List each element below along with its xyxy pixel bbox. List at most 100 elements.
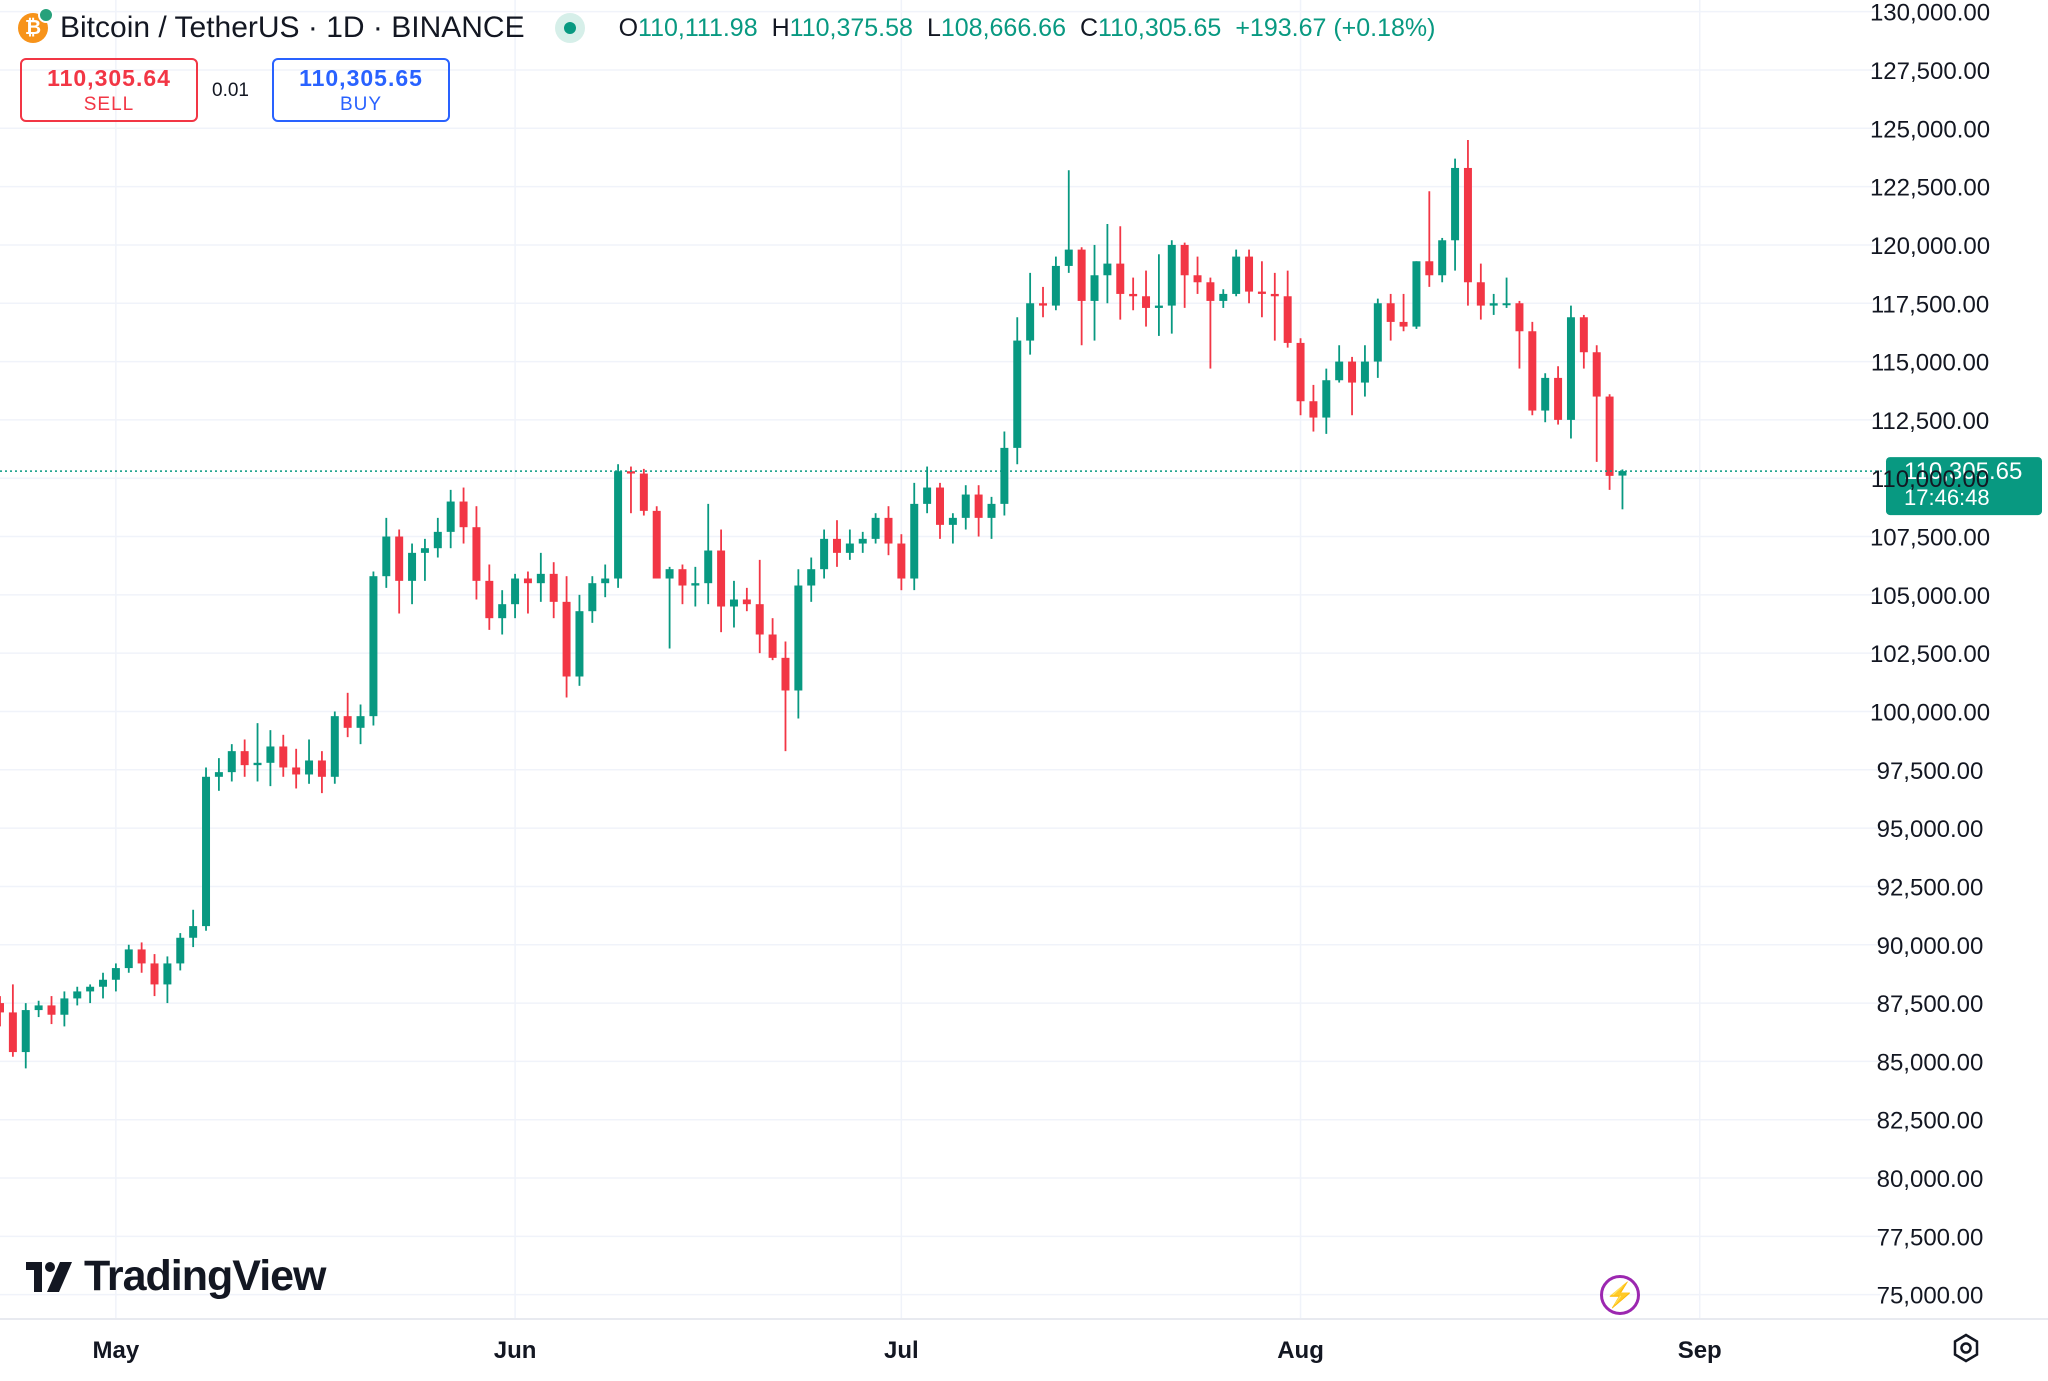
candle-body — [820, 538, 829, 570]
candle-up — [1322, 368, 1331, 434]
candle-body — [1129, 293, 1138, 297]
price-tick-label: 97,500.00 — [1877, 758, 1984, 785]
candle-body — [240, 751, 249, 766]
candle-up — [704, 503, 713, 605]
price-tick-label: 110,000.00 — [1871, 466, 1989, 493]
candle-body — [1000, 447, 1009, 504]
candle-up — [382, 517, 391, 588]
candle-up — [1219, 289, 1228, 308]
candle-body — [1051, 265, 1060, 306]
candle-down — [1129, 277, 1138, 311]
lightning-bolt-icon[interactable]: ⚡ — [1600, 1275, 1640, 1315]
candle-body — [755, 604, 764, 635]
low-value: 108,666.66 — [940, 13, 1066, 42]
tradingview-logo[interactable]: TradingView — [26, 1252, 326, 1301]
candle-down — [652, 506, 661, 579]
candle-down — [832, 520, 841, 567]
time-tick-label: Aug — [1277, 1337, 1324, 1364]
candle-up — [1489, 293, 1498, 315]
candle-up — [1000, 431, 1009, 516]
candle-body — [459, 501, 468, 528]
candle-up — [1051, 256, 1060, 311]
candle-body — [343, 716, 352, 728]
candle-body — [1348, 361, 1357, 383]
candle-body — [768, 634, 777, 658]
candle-body — [665, 569, 674, 579]
buy-label: BUY — [339, 93, 383, 115]
price-tick-label: 105,000.00 — [1870, 583, 1990, 610]
price-tick-label: 90,000.00 — [1877, 933, 1984, 960]
candle-body — [382, 536, 391, 577]
candle-body — [536, 573, 545, 584]
buy-button[interactable]: 110,305.65 BUY — [272, 58, 450, 122]
sell-button[interactable]: 110,305.64 SELL — [20, 58, 198, 122]
price-tick-label: 87,500.00 — [1877, 991, 1984, 1018]
candle-body — [1489, 303, 1498, 306]
candle-up — [73, 986, 82, 1006]
candle-body — [227, 751, 236, 773]
candle-up — [601, 564, 610, 598]
candle-down — [485, 564, 494, 630]
candle-body — [1193, 275, 1202, 283]
candle-body — [1579, 317, 1588, 353]
candle-up — [202, 767, 211, 931]
gear-icon[interactable] — [1950, 1332, 1982, 1364]
candle-up — [1026, 272, 1035, 355]
candle-up — [1013, 317, 1022, 465]
candle-body — [1451, 167, 1460, 241]
candle-body — [485, 580, 494, 619]
price-tick-label: 127,500.00 — [1870, 58, 1990, 85]
candle-body — [974, 494, 983, 518]
candle-up — [536, 552, 545, 602]
price-tick-label: 130,000.00 — [1870, 0, 1990, 27]
candle-up — [588, 576, 597, 623]
candle-body — [1528, 331, 1537, 411]
candle-down — [1116, 226, 1125, 320]
candle-down — [897, 534, 906, 591]
time-tick-label: May — [93, 1337, 140, 1364]
candle-body — [575, 611, 584, 677]
candle-body — [305, 760, 314, 775]
open-key: O — [618, 13, 639, 42]
candle-body — [1412, 261, 1421, 327]
symbol-title[interactable]: Bitcoin / TetherUS · 1D · BINANCE — [60, 11, 525, 44]
candle-down — [742, 587, 751, 612]
candle-body — [961, 494, 970, 518]
candle-body — [562, 601, 571, 677]
candle-up — [1335, 345, 1344, 383]
candle-body — [1476, 282, 1485, 306]
candle-body — [60, 998, 69, 1015]
candle-body — [317, 760, 326, 777]
grid-lines — [0, 0, 1880, 1318]
candle-body — [1142, 296, 1151, 308]
market-open-dot-icon[interactable] — [554, 13, 585, 43]
candle-up — [253, 723, 262, 782]
candle-body — [910, 503, 919, 579]
candle-down — [1348, 356, 1357, 416]
candle-body — [884, 517, 893, 544]
candle-up — [86, 984, 95, 1004]
candle-up — [910, 482, 919, 591]
price-tick-label: 122,500.00 — [1870, 175, 1990, 202]
candle-down — [639, 468, 648, 516]
candle-up — [1154, 254, 1163, 336]
candle-down — [781, 641, 790, 752]
candle-up — [189, 909, 198, 948]
candle-body — [1167, 244, 1176, 306]
candle-up — [1167, 240, 1176, 334]
close-value: 110,305.65 — [1098, 13, 1222, 42]
candle-up — [1232, 249, 1241, 297]
candle-body — [549, 573, 558, 602]
candle-body — [408, 552, 417, 581]
candles — [0, 139, 1627, 1069]
candle-up — [1566, 305, 1575, 439]
candle-body — [832, 538, 841, 553]
candle-body — [897, 543, 906, 579]
candle-down — [1425, 191, 1434, 287]
change-value: +193.67 (+0.18%) — [1235, 13, 1436, 42]
candle-body — [1360, 361, 1369, 383]
candle-down — [1515, 300, 1524, 369]
